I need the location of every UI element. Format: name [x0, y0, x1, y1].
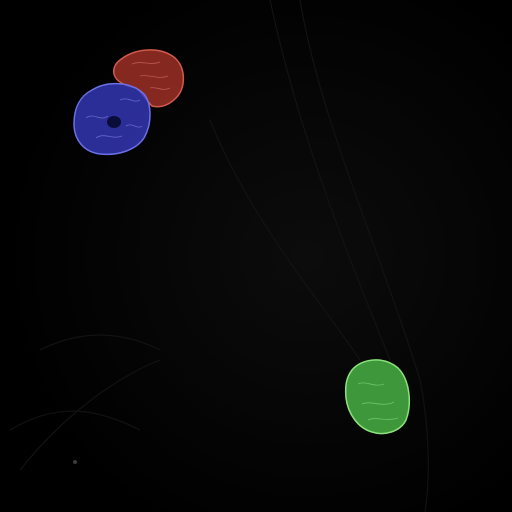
blue-nucleus-mask	[73, 82, 151, 156]
faint-cell-structures	[9, 0, 429, 512]
debris-dot	[73, 460, 77, 464]
blue-nucleus-nucleolus	[107, 116, 121, 128]
green-nucleus-mask	[344, 359, 411, 435]
red-nucleus-mask	[113, 49, 185, 108]
